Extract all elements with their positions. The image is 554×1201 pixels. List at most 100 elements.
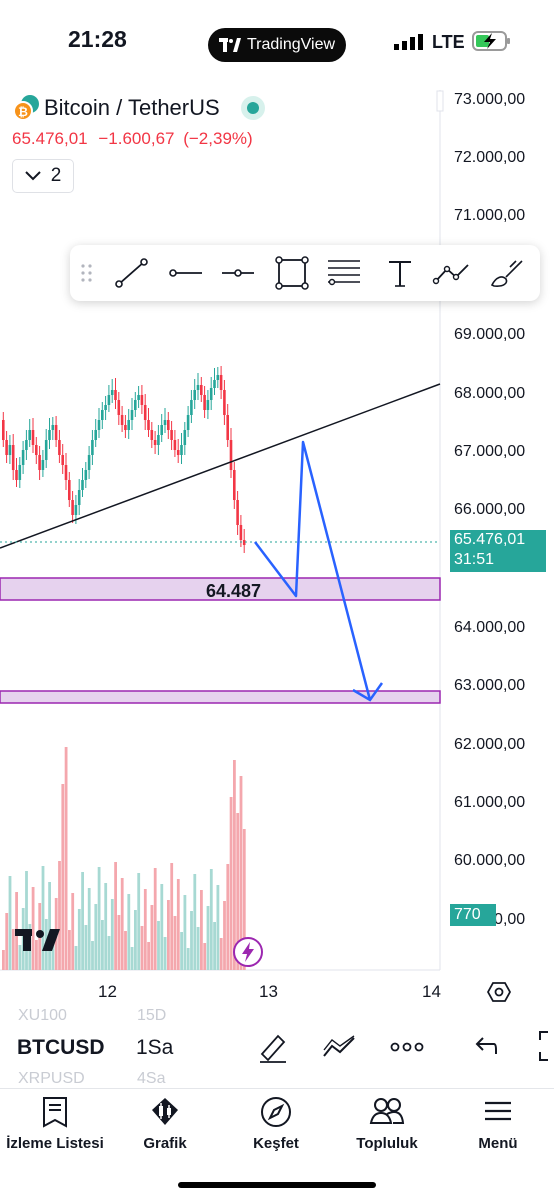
symbol-selector[interactable]: BTCUSD — [17, 1036, 105, 1059]
text-tool-icon[interactable] — [384, 257, 416, 289]
candle-body — [190, 400, 193, 415]
horizontal-ray-icon[interactable] — [168, 257, 204, 289]
candle-body — [81, 480, 84, 490]
volume-bar — [18, 945, 22, 970]
candle-body — [68, 480, 71, 500]
ghost-symbol: XRPUSD — [18, 1070, 85, 1087]
candle-body — [44, 440, 48, 460]
last-price-badge: 65.476,01 31:51 — [450, 530, 546, 572]
candle-body — [25, 440, 28, 450]
volume-bar — [242, 829, 246, 970]
path-icon[interactable] — [432, 257, 472, 289]
volume-bar — [2, 950, 5, 970]
y-tick: 63.000,00 — [454, 677, 526, 694]
candle-body — [15, 470, 18, 480]
volume-bar — [61, 784, 65, 970]
more-icon[interactable] — [390, 1040, 424, 1054]
volume-bar — [134, 910, 137, 970]
fullscreen-icon[interactable] — [536, 1030, 554, 1062]
candle-body — [134, 400, 137, 410]
status-time: 21:28 — [68, 26, 127, 52]
candle-body — [186, 415, 190, 430]
svg-text:₿: ₿ — [18, 105, 28, 119]
indicators-icon[interactable] — [322, 1034, 358, 1062]
candle-body — [124, 425, 127, 430]
drag-handle-icon[interactable] — [80, 263, 94, 283]
home-indicator — [178, 1182, 376, 1188]
bar-countdown: 31:51 — [454, 551, 495, 568]
replay-bolt-button[interactable] — [233, 937, 263, 967]
tab-label: Grafik — [143, 1135, 187, 1152]
volume-bar — [110, 899, 114, 970]
volume-bar — [173, 916, 177, 970]
indicators-toggle-button[interactable]: 2 — [12, 159, 74, 193]
lightning-icon — [242, 942, 254, 962]
bitcoin-tether-icon: ₿ — [13, 95, 39, 121]
projected-path-arrow — [254, 440, 372, 701]
last-price: 65.476,01 — [12, 129, 88, 148]
y-tick: 73.000,00 — [454, 91, 526, 108]
volume-bar — [143, 889, 147, 970]
undo-icon[interactable] — [472, 1034, 500, 1060]
chart-icon — [152, 1098, 178, 1125]
symbol-title[interactable]: Bitcoin / TetherUS — [44, 95, 220, 120]
tradingview-watermark-icon — [15, 929, 60, 951]
candle-body — [74, 505, 78, 515]
price-axis-top-marker — [436, 90, 444, 112]
candle-body — [180, 445, 183, 455]
y-tick: 68.000,00 — [454, 385, 526, 402]
fib-retracement-icon[interactable] — [326, 257, 362, 289]
volume-bar — [74, 946, 78, 970]
chart-settings-icon[interactable] — [487, 980, 511, 1004]
horizontal-line-icon[interactable] — [220, 257, 256, 289]
candle-body — [8, 445, 12, 455]
candle-body — [163, 420, 167, 425]
x-tick: 13 — [259, 982, 278, 1001]
volume-bar — [213, 922, 216, 970]
volume-bar — [226, 864, 230, 970]
y-tick: 72.000,00 — [454, 149, 526, 166]
volume-bar — [5, 913, 9, 970]
tradingview-pill[interactable]: TradingView — [208, 28, 346, 62]
candle-body — [97, 420, 101, 430]
candle-body — [107, 395, 111, 405]
candle-body — [150, 430, 154, 440]
volume-bar — [84, 925, 88, 970]
volume-bar — [48, 882, 51, 970]
volume-bar — [51, 935, 55, 970]
candle-body — [61, 455, 64, 465]
candle-body — [5, 440, 8, 455]
support-zone-upper — [0, 577, 441, 601]
rectangle-icon[interactable] — [274, 255, 310, 291]
menu-icon — [485, 1101, 511, 1121]
brush-icon[interactable] — [488, 255, 528, 291]
community-icon — [369, 1098, 405, 1124]
ghost-interval: 15D — [137, 1007, 167, 1024]
volume-bar — [147, 942, 150, 970]
volume-bar — [31, 887, 35, 970]
trend-line-icon[interactable] — [114, 257, 150, 289]
draw-pen-icon[interactable] — [256, 1030, 290, 1064]
candle-body — [219, 375, 223, 390]
candle-body — [173, 440, 177, 450]
volume-bar — [163, 937, 167, 970]
interval-selector[interactable]: 1Sa — [136, 1036, 174, 1059]
trend-line — [0, 383, 441, 549]
candle-body — [91, 440, 94, 455]
network-type: LTE — [432, 32, 465, 52]
candle-body — [206, 400, 210, 410]
ghost-symbol: XU100 — [18, 1007, 67, 1024]
chevron-down-icon — [24, 171, 41, 181]
price-change-pct: (−2,39%) — [183, 129, 253, 148]
volume-bar — [117, 915, 121, 970]
volume-bar — [35, 940, 38, 970]
indicators-count: 2 — [50, 165, 62, 186]
price-chart[interactable] — [0, 80, 554, 1000]
candle-body — [2, 420, 5, 440]
volume-bar — [219, 938, 223, 970]
volume-bar — [91, 941, 94, 970]
drawing-toolbar — [70, 245, 540, 301]
candle-body — [35, 445, 38, 455]
volume-bar — [127, 894, 131, 970]
volume-bar — [97, 867, 101, 970]
